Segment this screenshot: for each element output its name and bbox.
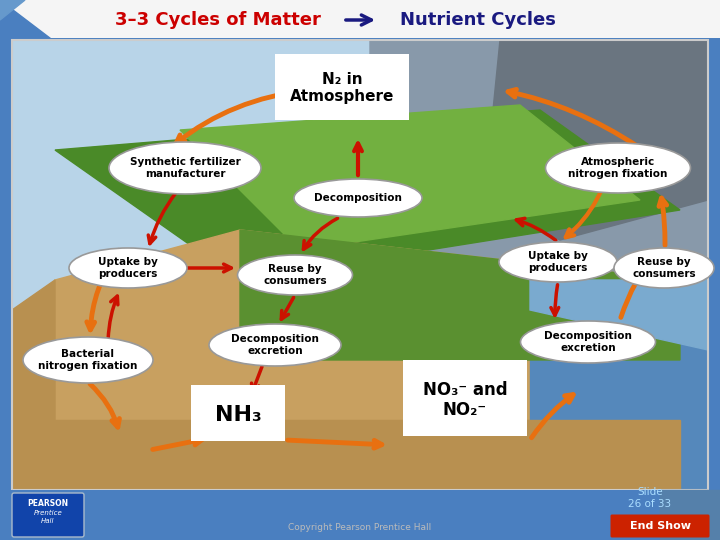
- FancyBboxPatch shape: [12, 493, 84, 537]
- Polygon shape: [530, 280, 708, 490]
- FancyBboxPatch shape: [611, 515, 709, 537]
- Text: Nutrient Cycles: Nutrient Cycles: [400, 11, 556, 29]
- Text: Decomposition
excretion: Decomposition excretion: [231, 334, 319, 356]
- Text: Copyright Pearson Prentice Hall: Copyright Pearson Prentice Hall: [289, 523, 431, 532]
- Ellipse shape: [69, 248, 187, 288]
- Polygon shape: [55, 110, 680, 280]
- Text: N₂ in
Atmosphere: N₂ in Atmosphere: [290, 72, 394, 104]
- Text: Uptake by
producers: Uptake by producers: [98, 257, 158, 279]
- Text: Decomposition
excretion: Decomposition excretion: [544, 331, 632, 353]
- Ellipse shape: [109, 142, 261, 194]
- Polygon shape: [180, 105, 640, 250]
- Polygon shape: [0, 0, 25, 20]
- Polygon shape: [0, 0, 50, 38]
- Ellipse shape: [23, 337, 153, 383]
- Polygon shape: [12, 280, 55, 450]
- Text: End Show: End Show: [629, 521, 690, 531]
- Text: 3–3 Cycles of Matter: 3–3 Cycles of Matter: [115, 11, 321, 29]
- Text: Reuse by
consumers: Reuse by consumers: [632, 257, 696, 279]
- Text: NH₃: NH₃: [215, 405, 261, 425]
- FancyBboxPatch shape: [191, 385, 285, 441]
- Text: Bacterial
nitrogen fixation: Bacterial nitrogen fixation: [38, 349, 138, 371]
- Text: Hall: Hall: [41, 518, 55, 524]
- Polygon shape: [480, 40, 708, 240]
- FancyBboxPatch shape: [12, 40, 708, 490]
- Polygon shape: [530, 280, 708, 350]
- Ellipse shape: [209, 324, 341, 366]
- Text: Synthetic fertilizer
manufacturer: Synthetic fertilizer manufacturer: [130, 157, 240, 179]
- Polygon shape: [660, 490, 720, 540]
- Text: NO₃⁻ and
NO₂⁻: NO₃⁻ and NO₂⁻: [423, 381, 508, 420]
- Polygon shape: [55, 230, 680, 420]
- FancyBboxPatch shape: [403, 360, 527, 436]
- Text: PEARSON: PEARSON: [27, 498, 68, 508]
- Text: Reuse by
consumers: Reuse by consumers: [264, 264, 327, 286]
- Ellipse shape: [546, 143, 690, 193]
- Polygon shape: [240, 230, 680, 360]
- Polygon shape: [12, 420, 680, 490]
- Text: Slide
26 of 33: Slide 26 of 33: [629, 487, 672, 509]
- Polygon shape: [370, 40, 708, 320]
- Ellipse shape: [521, 321, 655, 363]
- FancyBboxPatch shape: [275, 54, 409, 120]
- FancyBboxPatch shape: [0, 490, 720, 540]
- Text: Prentice: Prentice: [34, 510, 63, 516]
- FancyBboxPatch shape: [0, 0, 720, 38]
- Ellipse shape: [499, 242, 617, 282]
- Text: Uptake by
producers: Uptake by producers: [528, 251, 588, 273]
- Ellipse shape: [294, 179, 422, 217]
- Ellipse shape: [238, 255, 353, 295]
- Text: Atmospheric
nitrogen fixation: Atmospheric nitrogen fixation: [568, 157, 667, 179]
- Ellipse shape: [614, 248, 714, 288]
- Text: Decomposition: Decomposition: [314, 193, 402, 203]
